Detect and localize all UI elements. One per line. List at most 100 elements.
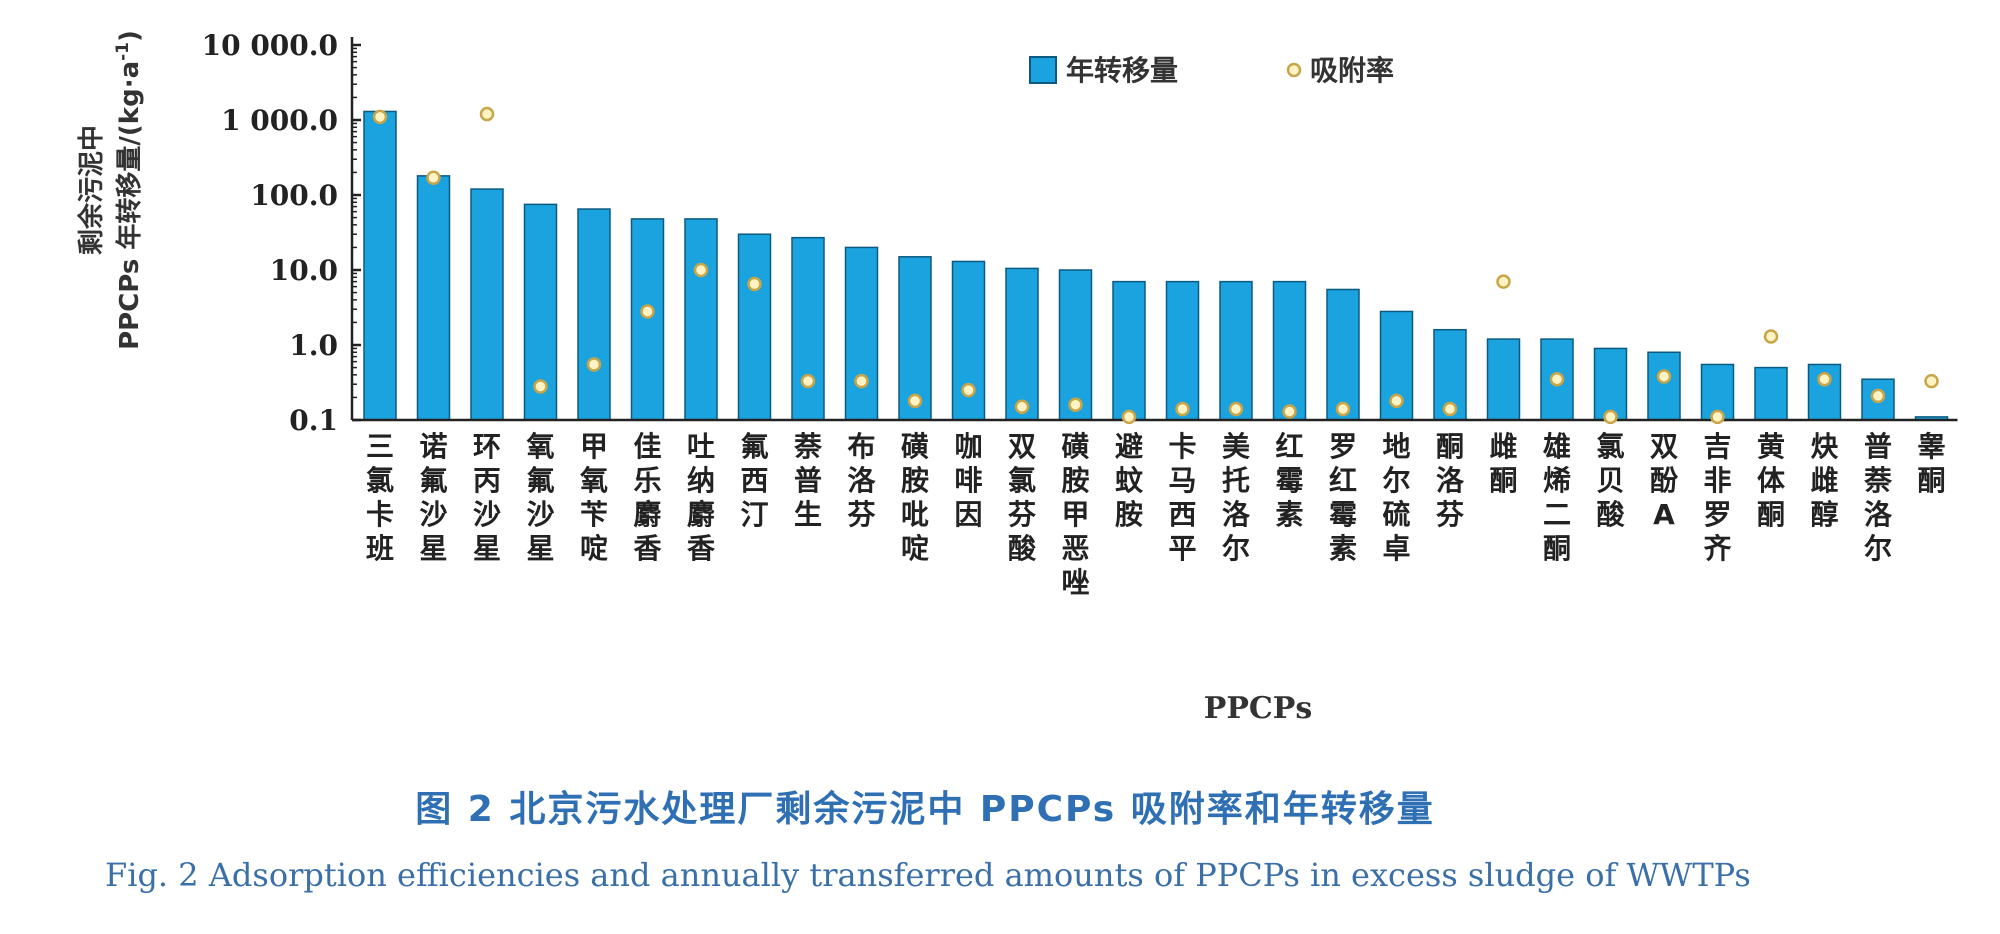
y-tick-label: 1 000.0 [221,104,338,137]
bar [737,233,772,421]
y-axis-title: 剩余污泥中 PPCPs 年转移量/(kg·a-1) [76,30,145,350]
bar [363,110,397,421]
point [1549,371,1565,387]
y-axis-title-main: PPCPs 年转移量/(kg·a [114,61,145,350]
legend-bar-swatch [1029,56,1057,84]
y-axis-title-end: ) [115,30,145,42]
x-tick-label: 吉非罗齐 [1703,430,1732,565]
legend-bar-label: 年转移量 [1066,54,1178,87]
y-tick-label: 1.0 [289,329,338,362]
bar [684,218,718,421]
point [426,170,441,185]
legend-point-label: 吸附率 [1310,54,1394,87]
chart: 剩余污泥中 PPCPs 年转移量/(kg·a-1) 10 000.0 1 000.… [76,29,1958,726]
y-tick-label: 10.0 [270,254,338,287]
x-tick-label: 三氯卡班 [366,430,394,565]
x-axis-title: PPCPs [1204,691,1312,726]
y-tick-label: 10 000.0 [202,29,338,62]
point [479,106,495,122]
point-series [372,106,1939,425]
point [1763,329,1779,344]
y-tick-label: 0.1 [289,404,338,437]
x-tick-label: 氯贝酸 [1596,430,1625,531]
x-tick-label: 地尔硫卓 [1382,430,1410,565]
bar [1272,280,1307,421]
x-tick-label: 双氯芬酸 [1008,430,1037,565]
point [1014,399,1030,415]
bar [1165,280,1200,421]
point [1924,373,1939,389]
bar [791,236,825,421]
point [1817,371,1832,387]
point [693,262,709,278]
point [1496,274,1511,289]
x-tick-label: 咖啡因 [954,430,982,531]
point [1175,401,1190,417]
point [1282,404,1297,419]
point [1121,409,1137,425]
point [800,373,816,389]
x-tick-label: 布洛芬 [847,430,876,531]
x-tick-label: 雌酮 [1489,430,1517,497]
bar [1754,366,1788,421]
point [854,373,869,389]
point [1335,401,1351,417]
point [1068,397,1083,412]
x-tick-label: 甲氧苄啶 [580,430,608,565]
point [640,304,655,319]
point [1442,401,1458,417]
bar [1647,351,1681,421]
x-tick-labels: 三氯卡班诺氟沙星环丙沙星氧氟沙星甲氧苄啶佳乐麝香吐纳麝香氟西汀萘普生布洛芬磺胺吡… [366,430,1946,599]
bar [470,188,504,421]
y-axis-title-sup: -1 [113,42,133,61]
point [907,393,923,409]
x-tick-label: 氟西汀 [740,430,768,531]
x-tick-label: 佳乐麝香 [633,430,661,565]
bar [1219,280,1253,421]
bar [523,203,558,421]
bar-series [352,110,1958,422]
bar [1433,328,1467,421]
x-tick-label: 萘普生 [793,430,823,531]
x-tick-label: 酮洛芬 [1436,430,1465,531]
x-tick-label: 炔雌醇 [1810,430,1838,531]
x-tick-label: 罗红霉素 [1329,430,1357,565]
bar [1486,338,1521,421]
x-tick-label: 睾酮 [1917,430,1945,497]
x-tick-label: 磺胺甲恶唑 [1061,430,1089,599]
point [372,109,388,125]
x-tick-label: 红霉素 [1275,430,1303,531]
x-tick-label: 避蚊胺 [1115,430,1144,531]
bar [416,175,451,421]
bar [1005,267,1039,421]
point [1710,409,1725,425]
x-tick-label: 普萘洛尔 [1863,430,1893,565]
y-tick-label: 100.0 [250,179,338,212]
bar [898,256,932,421]
point [586,357,602,372]
legend-point-marker [1286,62,1302,78]
bar [577,208,611,421]
bar [844,246,879,421]
x-tick-label: 美托洛尔 [1222,430,1251,565]
x-tick-label: 诺氟沙星 [419,430,447,565]
legend: 年转移量 吸附率 [1029,54,1394,87]
y-axis: 10 000.0 1 000.0 100.0 10.0 1.0 0.1 [202,29,361,437]
point [747,276,762,292]
x-tick-label: 吐纳麝香 [687,430,715,565]
x-tick-label: 双酚 A [1650,430,1679,531]
point [1603,409,1618,425]
x-tick-label: 黄体酮 [1757,430,1786,531]
bar [1112,280,1146,421]
figure-caption-en: Fig. 2 Adsorption efficiencies and annua… [105,856,1751,894]
figure-caption-cn: 图 2 北京污水处理厂剩余污泥中 PPCPs 吸附率和年转移量 [415,789,1435,830]
bar [1593,347,1628,421]
point [961,382,976,398]
x-tick-label: 磺胺吡啶 [901,430,929,565]
bar [1326,288,1360,421]
bar [630,218,665,421]
x-tick-label: 雄烯二酮 [1542,430,1571,565]
point [1870,388,1886,404]
point [1656,369,1672,384]
x-tick-label: 环丙沙星 [473,430,501,565]
